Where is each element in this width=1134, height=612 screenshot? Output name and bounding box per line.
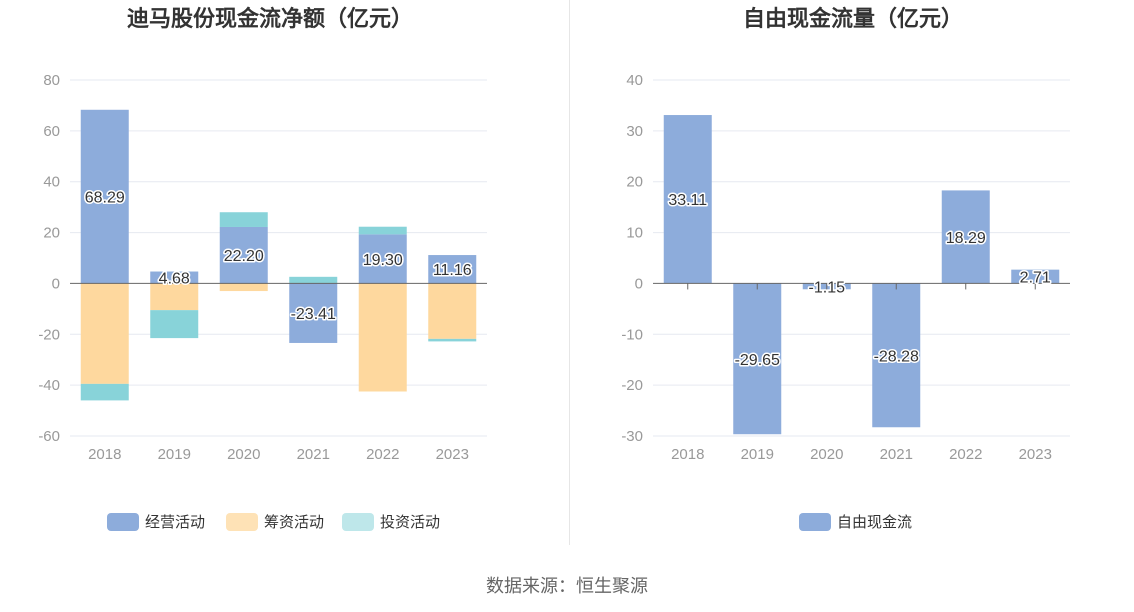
x-tick-label: 2022 xyxy=(949,446,982,463)
data-label: 11.16 xyxy=(433,262,472,279)
bar-investing xyxy=(219,212,268,227)
y-tick-label: 40 xyxy=(43,174,60,191)
bar-operating xyxy=(358,234,407,284)
data-label: 18.29 xyxy=(946,230,986,247)
data-label: -23.41 xyxy=(291,306,336,323)
y-tick-label: 60 xyxy=(43,123,60,140)
y-tick-label: -30 xyxy=(621,428,643,445)
bar-financing xyxy=(358,283,407,392)
chart-title: 自由现金流量（亿元） xyxy=(743,6,963,31)
x-tick-label: 2018 xyxy=(671,446,704,463)
bar-financing xyxy=(150,283,199,311)
bar-financing xyxy=(219,283,268,292)
bar-investing xyxy=(80,383,129,401)
bar-operating xyxy=(80,109,129,284)
x-tick-label: 2018 xyxy=(88,446,121,463)
x-tick-label: 2021 xyxy=(297,446,330,463)
data-label: 68.29 xyxy=(85,190,125,207)
bar-investing xyxy=(150,310,199,339)
data-label: 2.71 xyxy=(1020,270,1051,287)
data-label: 33.11 xyxy=(668,192,707,209)
bar-investing xyxy=(428,338,477,342)
y-tick-label: 0 xyxy=(52,275,60,292)
y-tick-label: 0 xyxy=(635,275,643,292)
bar-free-cash-flow xyxy=(941,190,990,284)
chart-title: 迪马股份现金流净额（亿元） xyxy=(127,6,413,31)
bar-operating xyxy=(428,255,477,284)
y-tick-label: -20 xyxy=(621,377,643,394)
x-tick-label: 2021 xyxy=(880,446,913,463)
legend-swatch xyxy=(226,513,258,531)
legend-swatch xyxy=(342,513,374,531)
x-tick-label: 2020 xyxy=(227,446,260,463)
x-tick-label: 2023 xyxy=(1019,446,1052,463)
data-label: 4.68 xyxy=(159,270,190,287)
data-label: -29.65 xyxy=(735,352,780,369)
chart-panel-2: 自由现金流量（亿元） 40 30 20 10 0 -10 -20 -30 33.11 -29.65 -… xyxy=(621,6,1070,531)
legend-label: 投资活动 xyxy=(380,514,440,531)
y-tick-label: 20 xyxy=(626,174,643,191)
y-tick-label: 20 xyxy=(43,225,60,242)
y-tick-label: -60 xyxy=(38,428,60,445)
data-source: 数据来源：恒生聚源 xyxy=(0,572,1134,598)
x-tick-label: 2022 xyxy=(366,446,399,463)
data-label: -28.28 xyxy=(874,348,919,365)
bar-free-cash-flow xyxy=(733,283,782,435)
legend-item[interactable]: 自由现金流 xyxy=(799,513,912,531)
bar-financing xyxy=(428,283,477,339)
x-tick-label: 2020 xyxy=(810,446,843,463)
bar-operating xyxy=(219,226,268,284)
legend-swatch xyxy=(107,513,139,531)
bar-free-cash-flow xyxy=(872,283,921,428)
charts-canvas: 迪马股份现金流净额（亿元） 80 60 40 20 0 -20 -40 -60 68.29 4.68… xyxy=(38,6,1070,531)
bar-operating xyxy=(289,283,338,343)
panel-divider xyxy=(569,0,570,545)
y-tick-label: -20 xyxy=(38,326,60,343)
legend-label: 经营活动 xyxy=(145,514,205,531)
legend-item[interactable]: 经营活动 xyxy=(107,513,205,531)
bar-investing xyxy=(289,276,338,284)
y-tick-label: -10 xyxy=(621,326,643,343)
data-label: 19.30 xyxy=(363,252,403,269)
x-tick-label: 2023 xyxy=(436,446,469,463)
legend-swatch xyxy=(799,513,831,531)
data-label: -1.15 xyxy=(809,279,846,296)
data-source-label: 数据来源： xyxy=(486,576,576,596)
y-tick-label: 30 xyxy=(626,123,643,140)
data-source-value: 恒生聚源 xyxy=(576,576,648,596)
legend-label: 自由现金流 xyxy=(837,514,912,531)
data-label: 22.20 xyxy=(224,248,264,265)
y-tick-label: 80 xyxy=(43,72,60,89)
bar-free-cash-flow xyxy=(1011,269,1060,284)
bar-operating xyxy=(150,271,199,284)
x-tick-label: 2019 xyxy=(158,446,191,463)
bar-investing xyxy=(358,226,407,235)
legend-item[interactable]: 投资活动 xyxy=(342,513,440,531)
legend-label: 筹资活动 xyxy=(264,514,324,531)
bar-financing xyxy=(80,283,129,384)
legend-item[interactable]: 筹资活动 xyxy=(226,513,324,531)
y-tick-label: 10 xyxy=(626,225,643,242)
y-tick-label: 40 xyxy=(626,72,643,89)
y-tick-label: -40 xyxy=(38,377,60,394)
bar-free-cash-flow xyxy=(663,115,712,284)
x-tick-label: 2019 xyxy=(741,446,774,463)
chart-panel-1: 迪马股份现金流净额（亿元） 80 60 40 20 0 -20 -40 -60 68.29 4.68… xyxy=(38,6,487,531)
